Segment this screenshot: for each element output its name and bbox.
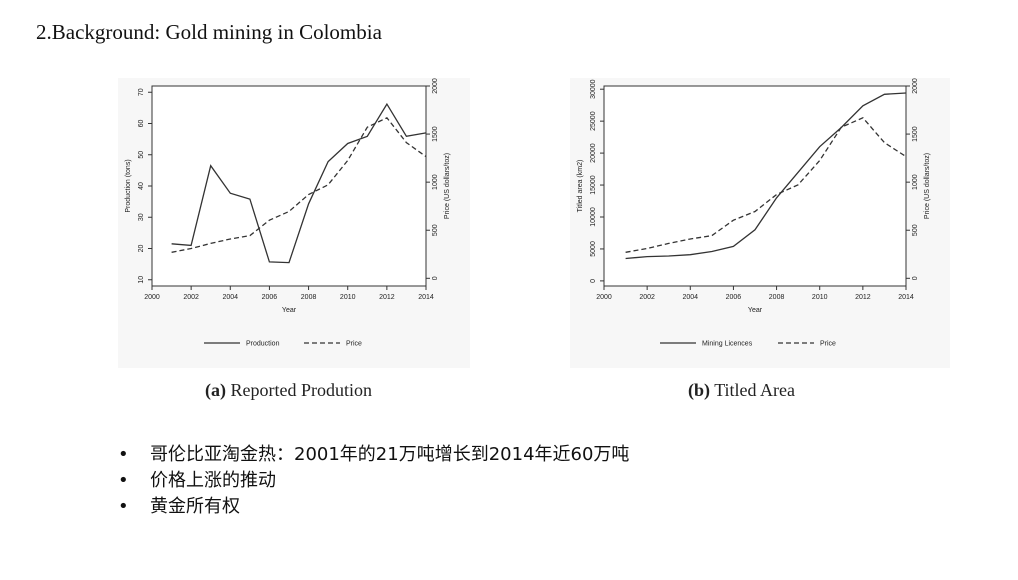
y-tick-label: 40 bbox=[138, 182, 145, 190]
y-tick-label: 20 bbox=[138, 245, 145, 253]
y-tick-label: 50 bbox=[138, 151, 145, 159]
chart-production-svg: 2000 2002 2004 2006 2008 2010 2012 2014 10 20 30 40… bbox=[118, 78, 470, 368]
y-tick-label: 10 bbox=[138, 276, 145, 284]
y2-tick-label: 0 bbox=[432, 276, 439, 280]
y-tick-label: 30 bbox=[138, 213, 145, 221]
x-axis-label: Year bbox=[748, 307, 763, 314]
caption-a-text: Reported Prodution bbox=[230, 380, 373, 400]
bullet-item: • 价格上涨的推动 bbox=[118, 468, 629, 494]
chart-production: 2000 2002 2004 2006 2008 2010 2012 2014 10 20 30 40… bbox=[118, 78, 470, 368]
y-axis-label: Titled area (km2) bbox=[577, 160, 584, 213]
y-tick-label: 5000 bbox=[590, 241, 597, 257]
x-tick-label: 2014 bbox=[898, 294, 914, 301]
y2-tick-label: 500 bbox=[912, 224, 919, 236]
y2-axis-label: Price (US dollars/toz) bbox=[924, 153, 931, 219]
y2-tick-label: 1500 bbox=[432, 126, 439, 142]
series-line-price bbox=[625, 117, 907, 253]
x-tick-label: 2006 bbox=[262, 294, 278, 301]
caption-b-text: Titled Area bbox=[714, 380, 796, 400]
caption-b: (b) Titled Area bbox=[688, 380, 795, 401]
x-tick-label: 2004 bbox=[222, 294, 238, 301]
bullet-marker: • bbox=[118, 496, 129, 517]
y-tick-label: 25000 bbox=[590, 111, 597, 131]
plot-area bbox=[151, 85, 427, 287]
slide-title: 2.Background: Gold mining in Colombia bbox=[36, 20, 382, 44]
x-tick-label: 2000 bbox=[596, 294, 612, 301]
x-tick-label: 2008 bbox=[769, 294, 785, 301]
y-tick-label: 0 bbox=[590, 279, 597, 283]
bullet-item: • 黄金所有权 bbox=[118, 494, 629, 520]
x-tick-label: 2012 bbox=[379, 294, 395, 301]
legend-label: Mining Licences bbox=[702, 341, 753, 348]
caption-b-tag: (b) bbox=[688, 380, 710, 400]
bullet-text: 价格上涨的推动 bbox=[150, 470, 276, 491]
bullet-list: • 哥伦比亚淘金热：2001年的21万吨增长到2014年近60万吨 • 价格上涨的推… bbox=[118, 442, 629, 520]
y-tick-label: 30000 bbox=[590, 79, 597, 99]
y-axis-label: Production (tons) bbox=[125, 159, 132, 212]
x-tick-label: 2002 bbox=[639, 294, 655, 301]
y2-axis-label: Price (US dollars/toz) bbox=[444, 153, 451, 219]
bullet-text: 哥伦比亚淘金热：2001年的21万吨增长到2014年近60万吨 bbox=[150, 444, 630, 465]
bullet-marker: • bbox=[118, 444, 129, 465]
caption-a-tag: (a) bbox=[205, 380, 226, 400]
bullet-marker: • bbox=[118, 470, 129, 491]
y-tick-label: 70 bbox=[138, 88, 145, 96]
plot-area bbox=[603, 85, 907, 287]
x-tick-label: 2008 bbox=[301, 294, 317, 301]
series-line-price bbox=[171, 116, 427, 253]
y2-tick-label: 0 bbox=[912, 276, 919, 280]
y2-tick-label: 1000 bbox=[432, 174, 439, 190]
x-tick-label: 2000 bbox=[144, 294, 160, 301]
legend-label: Price bbox=[346, 341, 362, 348]
chart-titled-area: 2000 2002 2004 2006 2008 2010 2012 2014 0 5000 100… bbox=[570, 78, 950, 368]
y-tick-label: 60 bbox=[138, 120, 145, 128]
y2-tick-label: 1500 bbox=[912, 126, 919, 142]
series-line-mining-licences bbox=[625, 92, 907, 260]
x-axis-label: Year bbox=[282, 307, 297, 314]
y-tick-label: 15000 bbox=[590, 175, 597, 195]
y2-tick-label: 2000 bbox=[432, 78, 439, 94]
x-tick-label: 2002 bbox=[183, 294, 199, 301]
x-tick-label: 2012 bbox=[855, 294, 871, 301]
x-tick-label: 2014 bbox=[418, 294, 434, 301]
y-tick-label: 10000 bbox=[590, 207, 597, 227]
series-line-production bbox=[171, 102, 427, 264]
y2-tick-label: 2000 bbox=[912, 78, 919, 94]
chart-titled-area-svg: 2000 2002 2004 2006 2008 2010 2012 201405000100… bbox=[570, 78, 950, 368]
legend-label: Production bbox=[246, 341, 280, 348]
bullet-item: • 哥伦比亚淘金热：2001年的21万吨增长到2014年近60万吨 bbox=[118, 442, 629, 468]
caption-a: (a) Reported Prodution bbox=[205, 380, 372, 401]
x-tick-label: 2010 bbox=[340, 294, 356, 301]
y2-tick-label: 500 bbox=[432, 224, 439, 236]
legend-label: Price bbox=[820, 341, 836, 348]
y2-tick-label: 1000 bbox=[912, 174, 919, 190]
x-tick-label: 2006 bbox=[726, 294, 742, 301]
x-tick-label: 2004 bbox=[682, 294, 698, 301]
x-tick-label: 2010 bbox=[812, 294, 828, 301]
y-tick-label: 20000 bbox=[590, 143, 597, 163]
bullet-text: 黄金所有权 bbox=[150, 496, 240, 517]
